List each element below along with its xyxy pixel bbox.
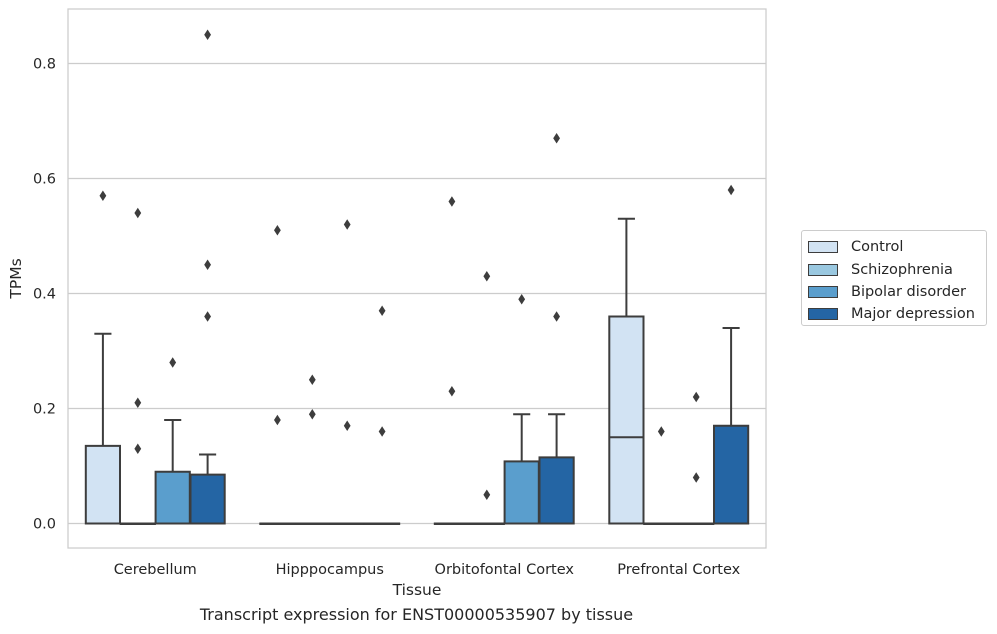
legend-item: Bipolar disorder [808,281,986,303]
box-group [154,357,191,525]
y-axis-ticks: 0.0 0.2 0.4 0.6 0.8 [33,57,56,533]
x-axis-label: Tissue [392,581,442,599]
y-tick-label: 0.0 [33,517,56,533]
y-tick-label: 0.4 [33,287,56,303]
box [84,444,122,525]
outlier-point [134,443,142,454]
x-axis-ticks: Cerebellum Hipppocampus Orbitofontal Corte… [114,562,741,578]
outlier-point [483,271,491,282]
outlier-point [378,305,386,316]
box-group [119,207,156,525]
outlier-point [274,225,281,236]
legend-label: Bipolar disorder [851,283,966,300]
outlier-point [343,219,351,230]
box-group [712,184,750,525]
box-group [468,271,505,525]
x-tick-label: Cerebellum [114,562,197,578]
outlier-point [448,386,456,397]
y-axis-label: TPMs [7,258,25,299]
outlier-point [483,489,491,500]
box-group [433,196,471,525]
legend-swatch [808,263,838,276]
box [189,473,226,525]
legend-swatch [808,285,838,298]
outlier-point [692,391,700,403]
outlier-point [308,409,316,420]
box [154,470,191,525]
legend: Control Schizophrenia Bipolar disorder Majo… [801,230,987,326]
box-group [538,133,575,525]
outlier-point [274,414,281,426]
y-tick-label: 0.2 [33,402,56,418]
outlier-point [553,133,560,144]
outlier-point [99,190,107,201]
outlier-point [134,397,142,408]
box-group [643,426,680,525]
box [712,424,750,525]
box-group [259,225,296,525]
box-group [363,305,401,525]
legend-label: Major depression [851,306,975,323]
legend-swatch [808,308,838,321]
boxes-layer [84,29,750,525]
outlier-point [204,29,211,40]
outlier-point [657,426,665,437]
outlier-point [518,294,526,305]
outlier-point [553,311,560,322]
box [538,456,575,525]
box-group [503,294,540,525]
outlier-point [204,311,211,322]
plot-area-frame [67,8,767,549]
chart-caption: Transcript expression for ENST0000053590… [199,605,634,624]
legend-item: Schizophrenia [808,258,986,280]
box-group [329,219,366,525]
outlier-point [343,420,351,431]
outlier-point [727,184,735,196]
box-group [189,29,226,525]
outlier-point [378,426,386,437]
legend-item: Major depression [808,303,986,325]
outlier-point [692,472,700,483]
x-tick-label: Prefrontal Cortex [617,562,740,578]
y-tick-label: 0.6 [33,172,56,188]
legend-swatch [808,241,838,254]
y-tick-label: 0.8 [33,57,56,73]
outlier-point [134,207,142,219]
outlier-point [308,374,316,385]
legend-label: Schizophrenia [851,261,953,278]
outlier-point [169,357,177,368]
x-tick-label: Hipppocampus [276,562,384,578]
legend-item: Control [808,236,986,258]
box-group [294,374,331,525]
outlier-point [448,196,456,207]
x-tick-label: Orbitofontal Cortex [435,562,575,578]
box [608,315,645,525]
box [503,460,540,525]
box-group [84,190,122,525]
legend-label: Control [851,239,904,256]
box-group [608,217,645,525]
outlier-point [204,259,211,270]
box-group [678,391,715,525]
